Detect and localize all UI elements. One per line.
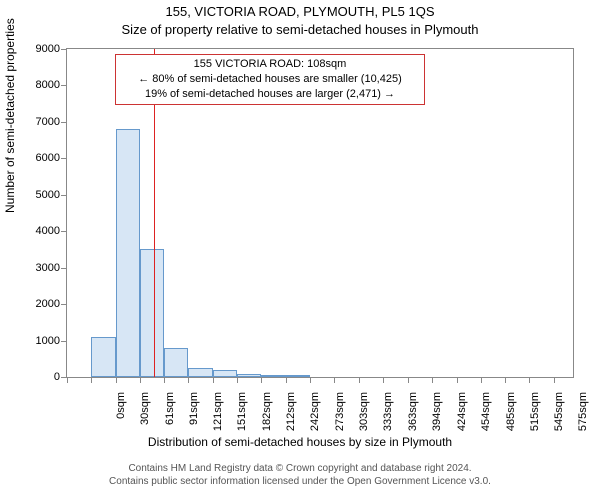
annotation-line-property: 155 VICTORIA ROAD: 108sqm: [122, 57, 418, 72]
x-tick-mark: [310, 378, 311, 383]
annotation-line-smaller: ← 80% of semi-detached houses are smalle…: [122, 72, 418, 87]
chart-title-subtitle: Size of property relative to semi-detach…: [0, 22, 600, 37]
x-tick-mark: [505, 378, 506, 383]
footer-line2: Contains public sector information licen…: [0, 475, 600, 488]
y-tick-label: 3000: [6, 262, 60, 274]
y-tick-mark: [61, 85, 66, 86]
x-tick-mark: [529, 378, 530, 383]
histogram-bar: [237, 374, 261, 377]
y-tick-label: 9000: [6, 43, 60, 55]
x-tick-mark: [67, 378, 68, 383]
y-tick-label: 2000: [6, 298, 60, 310]
histogram-bar: [164, 348, 188, 377]
x-tick-mark: [188, 378, 189, 383]
x-tick-mark: [237, 378, 238, 383]
chart-container: 155, VICTORIA ROAD, PLYMOUTH, PL5 1QS Si…: [0, 0, 600, 500]
x-tick-mark: [383, 378, 384, 383]
x-tick-mark: [91, 378, 92, 383]
histogram-bar: [116, 129, 140, 377]
y-tick-mark: [61, 49, 66, 50]
x-tick-mark: [116, 378, 117, 383]
y-tick-label: 4000: [6, 225, 60, 237]
annotation-box: 155 VICTORIA ROAD: 108sqm← 80% of semi-d…: [115, 54, 425, 105]
x-tick-mark: [359, 378, 360, 383]
footer-attribution: Contains HM Land Registry data © Crown c…: [0, 462, 600, 488]
histogram-bar: [286, 375, 310, 377]
histogram-bar: [91, 337, 116, 377]
footer-line1: Contains HM Land Registry data © Crown c…: [0, 462, 600, 475]
x-tick-mark: [554, 378, 555, 383]
y-tick-mark: [61, 158, 66, 159]
y-tick-label: 0: [6, 371, 60, 383]
histogram-bar: [140, 249, 164, 377]
annotation-line-larger: 19% of semi-detached houses are larger (…: [122, 87, 418, 102]
histogram-bar: [188, 368, 213, 377]
y-tick-label: 7000: [6, 116, 60, 128]
y-tick-label: 1000: [6, 335, 60, 347]
y-tick-mark: [61, 341, 66, 342]
y-tick-label: 6000: [6, 152, 60, 164]
x-tick-mark: [164, 378, 165, 383]
chart-title-address: 155, VICTORIA ROAD, PLYMOUTH, PL5 1QS: [0, 4, 600, 19]
x-tick-mark: [432, 378, 433, 383]
y-tick-mark: [61, 231, 66, 232]
x-tick-mark: [140, 378, 141, 383]
y-tick-mark: [61, 377, 66, 378]
x-tick-mark: [213, 378, 214, 383]
x-tick-mark: [408, 378, 409, 383]
y-tick-mark: [61, 268, 66, 269]
y-tick-mark: [61, 122, 66, 123]
y-tick-mark: [61, 304, 66, 305]
histogram-bar: [213, 370, 237, 377]
x-tick-mark: [457, 378, 458, 383]
x-tick-mark: [334, 378, 335, 383]
x-axis-label: Distribution of semi-detached houses by …: [0, 435, 600, 449]
x-tick-mark: [286, 378, 287, 383]
x-tick-mark: [261, 378, 262, 383]
histogram-bar: [261, 375, 286, 377]
plot-area: 155 VICTORIA ROAD: 108sqm← 80% of semi-d…: [66, 48, 574, 378]
y-tick-label: 5000: [6, 189, 60, 201]
y-tick-mark: [61, 195, 66, 196]
x-tick-mark: [481, 378, 482, 383]
y-tick-label: 8000: [6, 79, 60, 91]
